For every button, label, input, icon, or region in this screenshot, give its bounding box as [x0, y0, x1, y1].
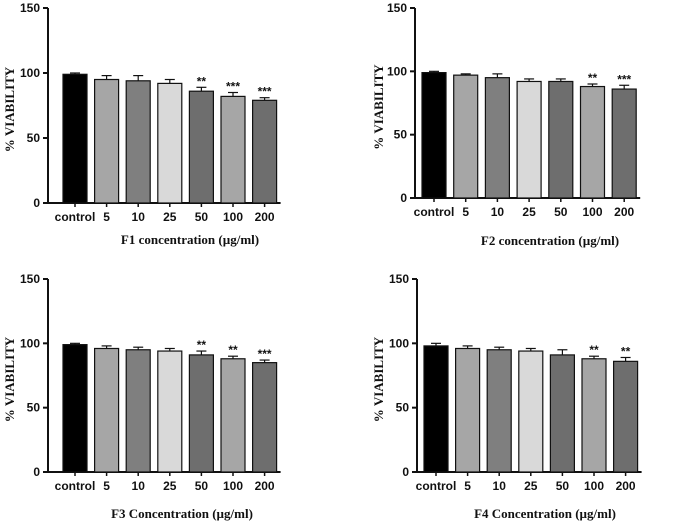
- bar-control: [421, 71, 447, 199]
- bar-5: [453, 74, 479, 199]
- x-tick-label: 5: [464, 479, 471, 493]
- y-tick-label: 150: [387, 1, 407, 15]
- bar-10: [484, 77, 510, 199]
- x-tick-label: 100: [582, 205, 602, 219]
- x-tick-label: 100: [223, 479, 243, 493]
- significance-marker: **: [621, 344, 631, 358]
- x-tick-label: 200: [614, 205, 634, 219]
- bar-100: [220, 358, 246, 473]
- x-tick-label: 200: [616, 479, 636, 493]
- x-tick-label: 200: [255, 479, 275, 493]
- x-tick-label: control: [55, 479, 96, 493]
- significance-marker: ***: [617, 72, 631, 86]
- significance-marker: **: [589, 343, 599, 357]
- y-axis-label: % VIABILITY: [2, 336, 17, 422]
- x-tick-label: 10: [491, 205, 505, 219]
- x-tick-label: 50: [554, 205, 568, 219]
- chart-panel-1: 0 50 100 150 control 5 10 25 ** 50 *** 100 *** 200 F1 …: [2, 1, 281, 247]
- bar-50: [548, 80, 574, 199]
- x-tick-label: 10: [493, 479, 507, 493]
- x-tick-label: 200: [255, 210, 275, 224]
- x-tick-label: 25: [524, 479, 538, 493]
- y-axis-label: % VIABILITY: [371, 336, 386, 422]
- y-tick-label: 0: [33, 196, 40, 210]
- bar-100: [579, 85, 606, 199]
- bar-100: [220, 95, 246, 204]
- bar-5: [93, 78, 120, 204]
- bar-10: [125, 349, 151, 473]
- x-tick-label: 25: [522, 205, 536, 219]
- bar-10: [486, 349, 512, 473]
- y-tick-label: 150: [389, 272, 409, 286]
- bar-50: [549, 354, 576, 473]
- bar-25: [516, 80, 542, 199]
- bar-5: [455, 347, 481, 473]
- bar-5: [93, 347, 120, 473]
- bar-25: [518, 350, 544, 473]
- x-tick-label: 50: [556, 479, 570, 493]
- significance-marker: **: [588, 71, 598, 85]
- x-tick-label: 5: [462, 205, 469, 219]
- y-tick-label: 0: [400, 191, 407, 205]
- significance-marker: **: [197, 338, 207, 352]
- chart-panel-2: 0 50 100 150 control 5 10 25 50 ** 100 *** 200 F2 con…: [371, 1, 641, 248]
- x-tick-label: control: [416, 479, 457, 493]
- significance-marker: ***: [258, 347, 272, 361]
- y-tick-label: 100: [389, 336, 409, 350]
- x-tick-label: 10: [132, 479, 146, 493]
- bar-200: [612, 360, 639, 473]
- bar-50: [188, 90, 214, 204]
- bar-25: [157, 82, 183, 204]
- significance-marker: ***: [226, 80, 240, 94]
- x-axis-label: F1 concentration (µg/ml): [121, 232, 259, 247]
- y-tick-label: 0: [402, 465, 409, 479]
- x-tick-label: 5: [103, 210, 110, 224]
- bar-100: [581, 358, 607, 473]
- y-tick-label: 100: [20, 336, 40, 350]
- bar-200: [611, 88, 637, 199]
- y-axis-label: % VIABILITY: [371, 64, 386, 150]
- y-tick-label: 100: [20, 66, 40, 80]
- y-tick-label: 50: [394, 128, 408, 142]
- x-axis-label: F2 concentration (µg/ml): [481, 233, 619, 248]
- x-tick-label: 10: [132, 210, 146, 224]
- x-tick-label: 100: [223, 210, 243, 224]
- y-tick-label: 150: [20, 272, 40, 286]
- bar-control: [62, 73, 88, 204]
- x-tick-label: 25: [163, 210, 177, 224]
- bar-control: [62, 344, 88, 473]
- x-axis-label: F4 Concentration (µg/ml): [474, 506, 616, 521]
- y-tick-label: 150: [20, 1, 40, 15]
- bar-200: [252, 362, 278, 473]
- x-tick-label: 50: [195, 479, 209, 493]
- y-tick-label: 50: [27, 131, 41, 145]
- y-axis-label: % VIABILITY: [2, 66, 17, 152]
- y-tick-label: 0: [33, 465, 40, 479]
- y-tick-label: 50: [27, 401, 41, 415]
- x-tick-label: 25: [163, 479, 177, 493]
- bar-control: [423, 345, 449, 473]
- significance-marker: **: [197, 74, 207, 88]
- x-tick-label: control: [414, 205, 455, 219]
- bar-50: [188, 354, 214, 473]
- bar-25: [157, 350, 183, 473]
- significance-marker: ***: [258, 85, 272, 99]
- x-tick-label: 100: [584, 479, 604, 493]
- bar-10: [125, 80, 151, 204]
- x-tick-label: 5: [103, 479, 110, 493]
- y-tick-label: 100: [387, 64, 407, 78]
- x-axis-label: F3 Concentration (µg/ml): [111, 506, 253, 521]
- significance-marker: **: [228, 343, 238, 357]
- x-tick-label: control: [55, 210, 96, 224]
- y-tick-label: 50: [396, 401, 410, 415]
- x-tick-label: 50: [195, 210, 209, 224]
- bar-200: [252, 99, 278, 204]
